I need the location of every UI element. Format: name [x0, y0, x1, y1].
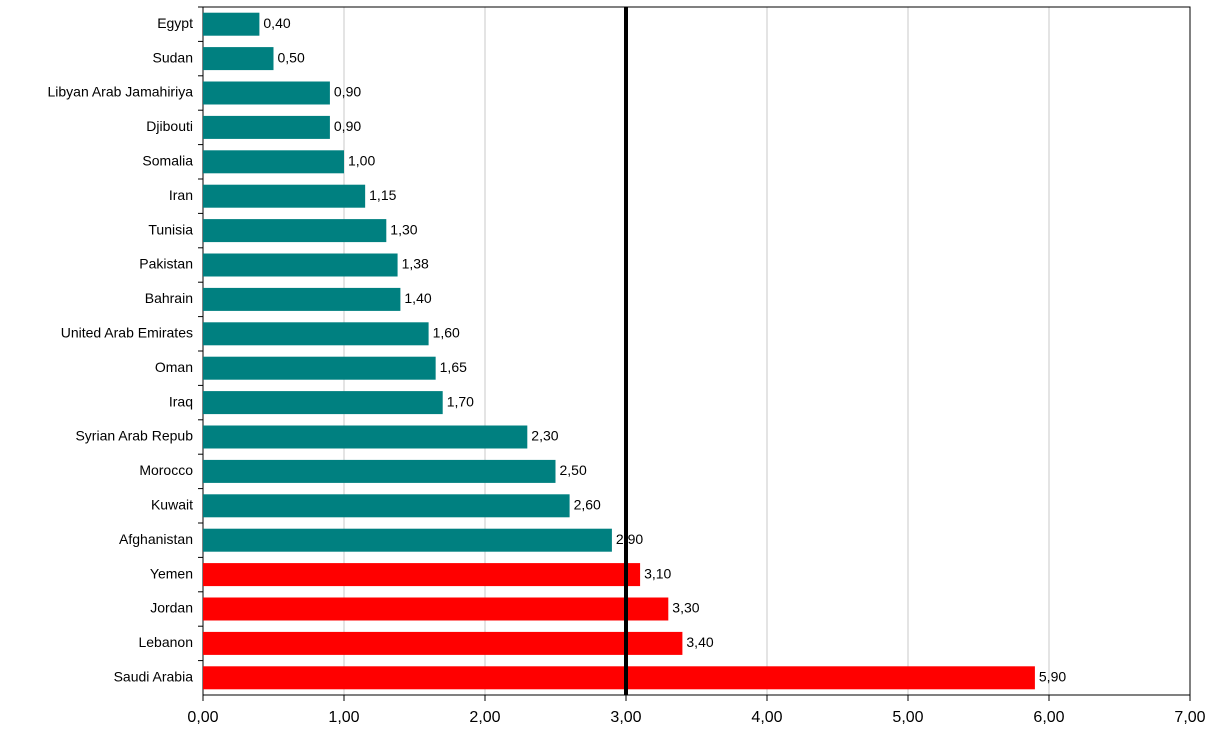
bar: [203, 494, 570, 518]
value-label: 1,38: [402, 256, 429, 272]
x-tick-label: 1,00: [328, 709, 359, 726]
y-tick-label: Sudan: [153, 49, 193, 65]
value-label: 1,60: [433, 325, 460, 341]
bar: [203, 391, 443, 415]
bar: [203, 356, 436, 380]
y-tick-label: Iraq: [169, 393, 193, 409]
y-tick-label: Jordan: [150, 600, 193, 616]
y-tick-label: Bahrain: [145, 290, 193, 306]
y-tick-label: Libyan Arab Jamahiriya: [47, 84, 193, 100]
value-label: 2,30: [531, 428, 558, 444]
value-label: 3,40: [686, 634, 713, 650]
value-label: 0,90: [334, 84, 361, 100]
y-tick-label: United Arab Emirates: [61, 325, 193, 341]
y-tick-label: Djibouti: [146, 118, 193, 134]
value-label: 0,40: [263, 15, 290, 31]
bar: [203, 528, 612, 552]
bar: [203, 12, 260, 36]
bar: [203, 425, 528, 449]
y-tick-label: Oman: [155, 359, 193, 375]
value-label: 0,90: [334, 118, 361, 134]
x-tick-label: 2,00: [469, 709, 500, 726]
x-tick-label: 0,00: [187, 709, 218, 726]
value-label: 1,15: [369, 187, 396, 203]
bar: [203, 184, 366, 208]
value-label: 1,70: [447, 393, 474, 409]
y-tick-label: Afghanistan: [119, 531, 193, 547]
y-tick-label: Lebanon: [138, 634, 193, 650]
value-label: 2,50: [560, 462, 587, 478]
bar: [203, 666, 1035, 690]
bar: [203, 150, 344, 174]
bar: [203, 253, 398, 277]
value-label: 2,60: [574, 497, 601, 513]
x-tick-label: 4,00: [751, 709, 782, 726]
x-tick-label: 3,00: [610, 709, 641, 726]
x-tick-label: 6,00: [1033, 709, 1064, 726]
value-label: 3,10: [644, 565, 671, 581]
x-tick-label: 7,00: [1174, 709, 1205, 726]
value-label: 1,30: [390, 221, 417, 237]
value-label: 1,65: [440, 359, 467, 375]
bar: [203, 597, 669, 621]
bar: [203, 322, 429, 346]
bar: [203, 81, 330, 105]
bar: [203, 631, 683, 655]
bar: [203, 287, 401, 311]
bar: [203, 563, 641, 587]
value-label: 3,30: [672, 600, 699, 616]
y-tick-label: Iran: [169, 187, 193, 203]
y-tick-label: Morocco: [139, 462, 193, 478]
x-tick-label: 5,00: [892, 709, 923, 726]
bar: [203, 47, 274, 71]
value-label: 5,90: [1039, 669, 1066, 685]
value-label: 2,90: [616, 531, 643, 547]
y-tick-label: Somalia: [142, 153, 193, 169]
y-tick-label: Egypt: [157, 15, 193, 31]
y-tick-label: Kuwait: [151, 497, 193, 513]
plot-frame: [202, 6, 1191, 696]
y-tick-label: Saudi Arabia: [114, 669, 194, 685]
bar: [203, 219, 387, 243]
value-label: 1,40: [404, 290, 431, 306]
bar: [203, 459, 556, 483]
value-label: 1,00: [348, 153, 375, 169]
y-tick-label: Yemen: [150, 565, 193, 581]
value-label: 0,50: [278, 49, 305, 65]
y-tick-label: Pakistan: [139, 256, 193, 272]
y-tick-label: Tunisia: [148, 221, 193, 237]
y-tick-label: Syrian Arab Repub: [75, 428, 193, 444]
bar: [203, 115, 330, 139]
